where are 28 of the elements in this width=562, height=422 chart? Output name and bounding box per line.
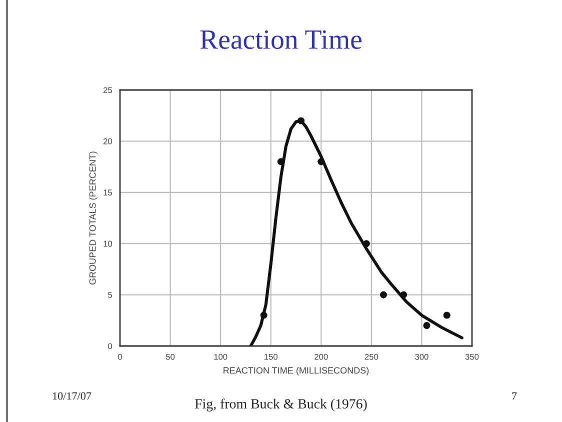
x-tick-label: 50 bbox=[166, 354, 175, 360]
x-tick-label: 150 bbox=[264, 354, 278, 360]
y-tick-label: 5 bbox=[108, 292, 112, 298]
point bbox=[400, 291, 408, 298]
text: 7 bbox=[512, 392, 517, 400]
x-tick-label: 250 bbox=[364, 354, 378, 360]
x-tick-label: 350 bbox=[465, 354, 479, 360]
point bbox=[362, 240, 370, 248]
x-tick-label: 100 bbox=[214, 354, 228, 360]
y-tick-label: 25 bbox=[104, 87, 112, 94]
point bbox=[380, 291, 388, 298]
y-tick-label: 0 bbox=[108, 343, 112, 350]
y-tick-label: 15 bbox=[104, 190, 112, 196]
point bbox=[260, 312, 268, 319]
point bbox=[443, 312, 450, 319]
point bbox=[318, 158, 325, 166]
x-tick-label: 200 bbox=[314, 354, 328, 360]
y-tick-label: 10 bbox=[104, 240, 112, 247]
x-axis-title: REACTION TIME (MILLISECONDS) bbox=[224, 366, 369, 376]
point bbox=[423, 322, 430, 330]
y-tick-label: 20 bbox=[104, 138, 112, 144]
x-tick-label: 300 bbox=[415, 354, 428, 360]
y-axis-title: GROUPED TOTALS (PERCENT) bbox=[89, 152, 98, 285]
chart-title: Reaction Time bbox=[200, 30, 362, 49]
text: Fig, from Buck & Buck (1976) bbox=[194, 398, 367, 412]
x-tick-label: 0 bbox=[118, 354, 122, 360]
point bbox=[298, 117, 305, 124]
text: 10/17/07 bbox=[52, 392, 92, 400]
